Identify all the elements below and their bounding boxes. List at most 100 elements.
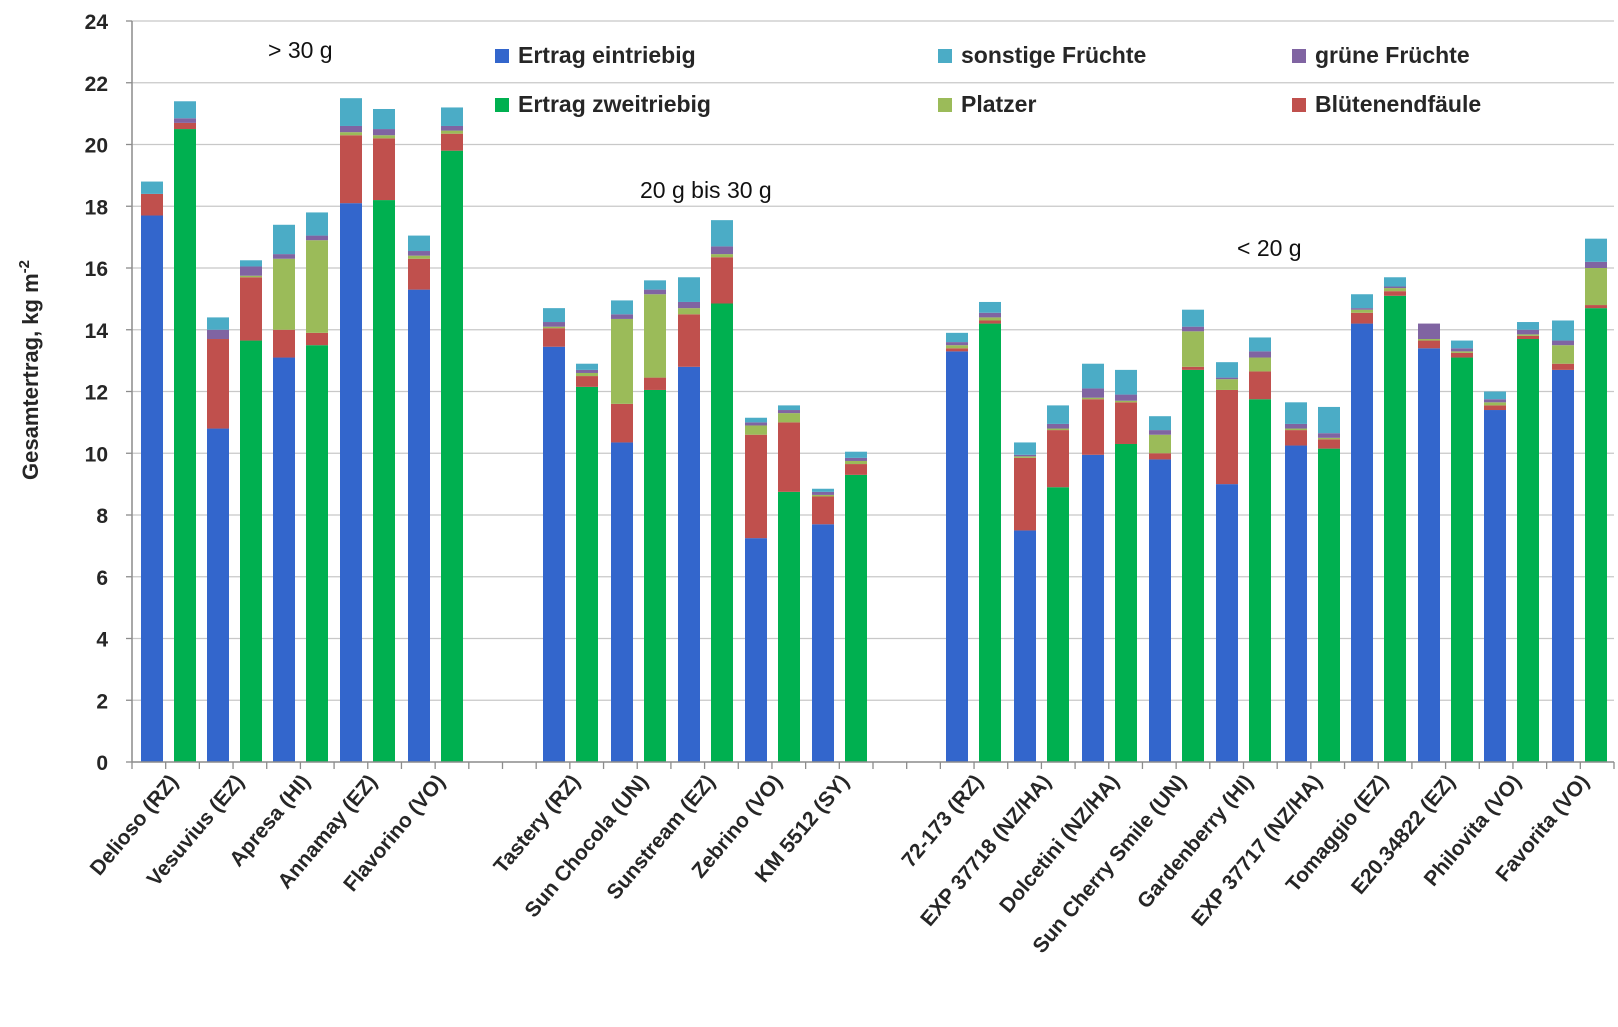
gruene-fruechte-segment [373, 129, 395, 136]
bef-segment [207, 339, 229, 429]
axes [131, 21, 1615, 769]
ertrag-zweitriebig-bar [979, 323, 1001, 762]
platzer-segment [576, 372, 598, 377]
bef-segment [1418, 340, 1440, 349]
platzer-segment [1082, 397, 1104, 400]
platzer-segment [1351, 309, 1373, 313]
platzer-segment [1552, 345, 1574, 364]
platzer-segment [1182, 331, 1204, 367]
bef-segment [845, 464, 867, 475]
sonstige-fruechte-segment [1285, 402, 1307, 424]
bar-stack [745, 417, 767, 762]
sonstige-fruechte-segment [845, 451, 867, 458]
sonstige-fruechte-segment [1082, 363, 1104, 389]
y-tick-label: 14 [85, 320, 109, 343]
sonstige-fruechte-segment [306, 212, 328, 236]
bef-segment [306, 332, 328, 346]
sonstige-fruechte-segment [543, 308, 565, 323]
gruene-fruechte-segment [778, 410, 800, 414]
bef-segment [1082, 399, 1104, 455]
sonstige-fruechte-segment [1517, 322, 1539, 330]
gruene-fruechte-segment [1517, 329, 1539, 335]
bar-stack [141, 181, 163, 762]
sonstige-fruechte-segment [711, 220, 733, 247]
legend-label: Ertrag zweitriebig [518, 91, 711, 117]
bef-segment [1384, 291, 1406, 296]
ertrag-zweitriebig-bar [1451, 357, 1473, 762]
legend: Ertrag eintriebig sonstige Früchte grüne F… [495, 42, 1481, 117]
ertrag-zweitriebig-bar [1517, 339, 1539, 762]
ertrag-zweitriebig-bar [1182, 369, 1204, 762]
bef-segment [1182, 366, 1204, 370]
sonstige-fruechte-segment [1216, 362, 1238, 378]
y-tick-label: 6 [96, 567, 108, 590]
ertrag-eintriebig-bar [1014, 530, 1036, 762]
bef-segment [1149, 453, 1171, 460]
ertrag-eintriebig-bar [1552, 369, 1574, 762]
bar-stack [678, 277, 700, 762]
ertrag-zweitriebig-bar [778, 491, 800, 762]
bar-stack [1182, 309, 1204, 762]
ertrag-zweitriebig-bar [373, 200, 395, 762]
sonstige-fruechte-segment [340, 98, 362, 126]
y-tick-label: 2 [96, 690, 108, 713]
bar-stack [408, 235, 430, 762]
gruene-fruechte-segment [745, 422, 767, 426]
ertrag-eintriebig-bar [678, 366, 700, 762]
gruene-fruechte-segment [1384, 286, 1406, 289]
bar-stack [1351, 294, 1373, 762]
sonstige-fruechte-segment [576, 363, 598, 370]
gruene-fruechte-segment [1216, 377, 1238, 380]
bef-segment [1585, 305, 1607, 309]
gruene-fruechte-segment [1484, 399, 1506, 403]
bef-segment [543, 328, 565, 347]
bar-stack [373, 108, 395, 762]
bef-segment [979, 320, 1001, 324]
ertrag-zweitriebig-bar [845, 474, 867, 762]
legend-label: grüne Früchte [1315, 42, 1470, 68]
sonstige-fruechte-segment [1552, 320, 1574, 341]
platzer-segment [778, 413, 800, 423]
group-label: 20 g bis 30 g [640, 177, 772, 203]
gruene-fruechte-segment [207, 329, 229, 340]
platzer-segment [1585, 268, 1607, 306]
ertrag-eintriebig-bar [745, 538, 767, 762]
sonstige-fruechte-segment [373, 108, 395, 130]
bar-stack [306, 212, 328, 762]
platzer-segment [1384, 288, 1406, 292]
sonstige-fruechte-segment [141, 181, 163, 194]
gruene-fruechte-segment [1115, 394, 1137, 401]
gruene-fruechte-segment [812, 491, 834, 495]
gruene-fruechte-segment [678, 301, 700, 309]
gruene-fruechte-segment [1418, 323, 1440, 340]
bar-stack [174, 101, 196, 762]
gruene-fruechte-segment [1285, 423, 1307, 429]
bar-stack [1384, 277, 1406, 762]
platzer-segment [812, 494, 834, 497]
sonstige-fruechte-segment [1351, 294, 1373, 309]
group-label: < 20 g [1237, 235, 1302, 261]
sonstige-fruechte-segment [441, 107, 463, 126]
sonstige-fruechte-segment [1451, 340, 1473, 349]
y-axis-label: Gesamtertrag, kg m-2 [16, 260, 43, 480]
gruene-fruechte-segment [1047, 423, 1069, 429]
category-label: EXP 37718 (NZ/HA) [916, 770, 1056, 930]
gruene-fruechte-segment [644, 289, 666, 295]
platzer-segment [273, 258, 295, 330]
bar-stack [611, 300, 633, 762]
ertrag-zweitriebig-bar [240, 340, 262, 762]
bef-segment [576, 376, 598, 387]
sonstige-fruechte-segment [408, 235, 430, 252]
bar-stack [845, 451, 867, 762]
platzer-segment [1484, 402, 1506, 406]
bar-stack [1517, 322, 1539, 762]
bef-segment [711, 257, 733, 304]
bar-stack [273, 224, 295, 762]
sonstige-fruechte-segment [611, 300, 633, 315]
gruene-fruechte-segment [576, 369, 598, 373]
platzer-segment [711, 254, 733, 258]
gruene-fruechte-segment [979, 312, 1001, 318]
bar-stack [441, 107, 463, 763]
sonstige-fruechte-segment [174, 101, 196, 119]
